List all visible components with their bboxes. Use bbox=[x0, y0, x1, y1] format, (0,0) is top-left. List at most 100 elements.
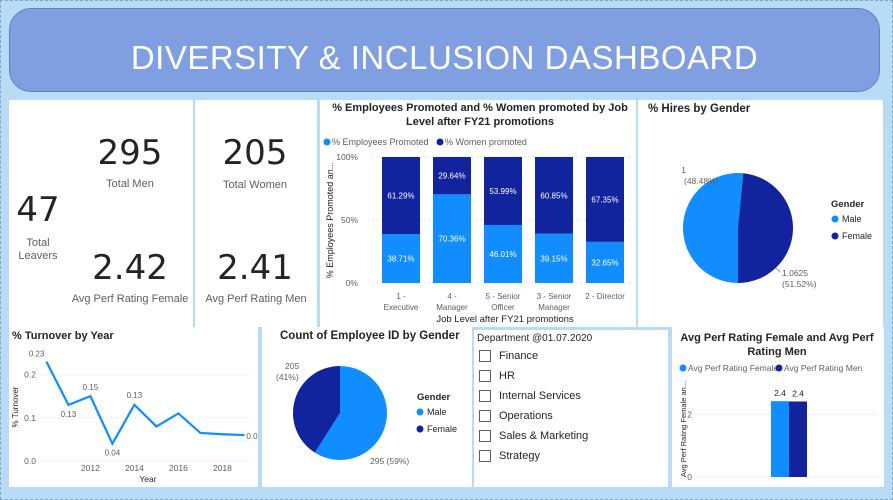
data-label: 1 bbox=[681, 165, 686, 175]
total-women-label: Total Women bbox=[223, 179, 287, 191]
legend-marker bbox=[831, 215, 839, 223]
checkbox-icon[interactable] bbox=[479, 390, 491, 402]
kpi-panel-right bbox=[195, 100, 317, 327]
total-women-value: 205 bbox=[222, 133, 288, 173]
chart-title-line2: Level after FY21 promotions bbox=[406, 116, 554, 128]
y-tick-label: 50% bbox=[341, 215, 358, 225]
x-tick-label: 3 - Senior bbox=[537, 292, 572, 301]
data-label: 295 (59%) bbox=[370, 456, 409, 466]
kpi-panel-left bbox=[9, 100, 193, 327]
leader-line bbox=[775, 267, 781, 273]
hires-chart: % Hires by Gender 1.0625(51.52%) 1(48.48%)… bbox=[648, 103, 872, 289]
y-tick-label: 0.0 bbox=[24, 456, 36, 466]
data-label: 32.65% bbox=[591, 258, 618, 267]
legend-label: Female bbox=[842, 231, 872, 241]
data-label: 0.15 bbox=[83, 383, 99, 392]
count-chart: Count of Employee ID by Gender 295 (59%) 2… bbox=[276, 330, 460, 466]
y-tick-label: 2 bbox=[687, 409, 692, 419]
data-label: 46.01% bbox=[489, 250, 516, 259]
promoted-chart: % Employees Promoted and % Women promote… bbox=[323, 102, 632, 325]
slicer-item-sales-marketing[interactable]: Sales & Marketing bbox=[479, 428, 588, 444]
y-tick-label: 0.1 bbox=[24, 413, 36, 423]
title-banner: DIVERSITY & INCLUSION DASHBOARD bbox=[9, 8, 880, 92]
slicer-item-label: Sales & Marketing bbox=[499, 430, 589, 442]
legend-title: Gender bbox=[831, 199, 865, 210]
slicer-item-label: Operations bbox=[499, 410, 553, 422]
x-tick-label: 2016 bbox=[169, 463, 188, 473]
legend-marker bbox=[679, 364, 687, 372]
checkbox-icon[interactable] bbox=[479, 450, 491, 462]
data-label: 61.29% bbox=[387, 192, 414, 201]
slicer-item-label: HR bbox=[499, 370, 515, 382]
x-tick-label: Manager bbox=[436, 303, 468, 312]
total-men-label: Total Men bbox=[106, 178, 154, 190]
legend-label: Male bbox=[842, 214, 862, 224]
data-label: 0.04 bbox=[105, 449, 121, 458]
perf-men-value: 2.41 bbox=[217, 248, 293, 288]
checkbox-icon[interactable] bbox=[479, 350, 491, 362]
data-label: (51.52%) bbox=[782, 279, 817, 289]
x-tick-label: Executive bbox=[384, 303, 419, 312]
checkbox-icon[interactable] bbox=[479, 410, 491, 422]
total-men-value: 295 bbox=[97, 133, 163, 173]
legend-marker bbox=[436, 138, 444, 146]
x-tick-label: 2018 bbox=[213, 463, 232, 473]
x-tick-label: 2 - Director bbox=[585, 292, 625, 301]
checkbox-icon[interactable] bbox=[479, 370, 491, 382]
legend-label: Avg Perf Rating Female bbox=[688, 363, 778, 373]
total-leavers-label-line1: Total bbox=[26, 237, 50, 249]
bar-segment bbox=[484, 157, 522, 226]
legend-label: % Employees Promoted bbox=[332, 137, 429, 147]
slicer-item-finance[interactable]: Finance bbox=[479, 348, 538, 364]
legend-marker bbox=[775, 364, 783, 372]
checkbox-icon[interactable] bbox=[479, 430, 491, 442]
slicer-item-strategy[interactable]: Strategy bbox=[479, 448, 540, 464]
data-label: 1.0625 bbox=[782, 268, 808, 278]
dashboard-title: DIVERSITY & INCLUSION DASHBOARD bbox=[130, 39, 759, 76]
x-tick-label: 2012 bbox=[81, 463, 100, 473]
chart-title: Count of Employee ID by Gender bbox=[280, 330, 460, 342]
y-axis-title: Avg Perf Rating Female an... bbox=[679, 381, 688, 477]
perf-chart: Avg Perf Rating Female and Avg Perf Ratin… bbox=[679, 332, 877, 482]
chart-title-line2: Rating Men bbox=[747, 346, 807, 358]
y-tick-label: 0% bbox=[346, 278, 359, 288]
bar-segment bbox=[433, 157, 471, 195]
bar-segment bbox=[535, 157, 573, 234]
chart-title: % Turnover by Year bbox=[12, 330, 114, 342]
x-tick-label: 2014 bbox=[125, 463, 144, 473]
slicer-item-operations[interactable]: Operations bbox=[479, 408, 553, 424]
bar-segment bbox=[586, 157, 624, 242]
bar-segment bbox=[433, 194, 471, 283]
legend-label: % Women promoted bbox=[445, 137, 527, 147]
turnover-chart: % Turnover by Year 0.0 0.1 0.2 2012 2014 2016 2… bbox=[11, 330, 258, 484]
data-label: 0.13 bbox=[127, 391, 143, 400]
chart-title-line1: Avg Perf Rating Female and Avg Perf bbox=[680, 332, 873, 344]
bar bbox=[771, 401, 789, 477]
slicer-item-hr[interactable]: HR bbox=[479, 368, 515, 384]
legend-marker bbox=[831, 232, 839, 240]
data-label: (48.48%) bbox=[684, 176, 719, 186]
data-label: 39.15% bbox=[540, 254, 567, 263]
total-leavers-label-line2: Leavers bbox=[18, 250, 58, 262]
legend-label: Male bbox=[427, 407, 447, 417]
data-label: 70.36% bbox=[438, 235, 465, 244]
x-tick-label: Manager bbox=[538, 303, 570, 312]
slicer-item-label: Strategy bbox=[499, 450, 540, 462]
legend-label: Avg Perf Rating Men bbox=[784, 363, 863, 373]
bar bbox=[789, 401, 807, 477]
y-axis-title: % Employees Promoted an... bbox=[325, 162, 335, 279]
data-label: 205 bbox=[285, 361, 299, 371]
pie-slice bbox=[738, 173, 793, 283]
slicer-title: Department @01.07.2020 bbox=[477, 333, 593, 344]
y-tick-label: 0.2 bbox=[24, 370, 36, 380]
slicer-item-label: Internal Services bbox=[499, 390, 581, 402]
data-label: 2.4 bbox=[774, 388, 786, 398]
perf-female-label: Avg Perf Rating Female bbox=[71, 293, 189, 305]
legend-marker bbox=[323, 138, 331, 146]
perf-female-value: 2.42 bbox=[92, 248, 168, 288]
chart-title-line1: % Employees Promoted and % Women promote… bbox=[332, 102, 628, 114]
slicer-item-internal-services[interactable]: Internal Services bbox=[479, 388, 581, 404]
slicer-item-label: Finance bbox=[499, 350, 539, 362]
x-tick-label: Officer bbox=[491, 303, 515, 312]
x-tick-label: 1 - bbox=[396, 292, 406, 301]
